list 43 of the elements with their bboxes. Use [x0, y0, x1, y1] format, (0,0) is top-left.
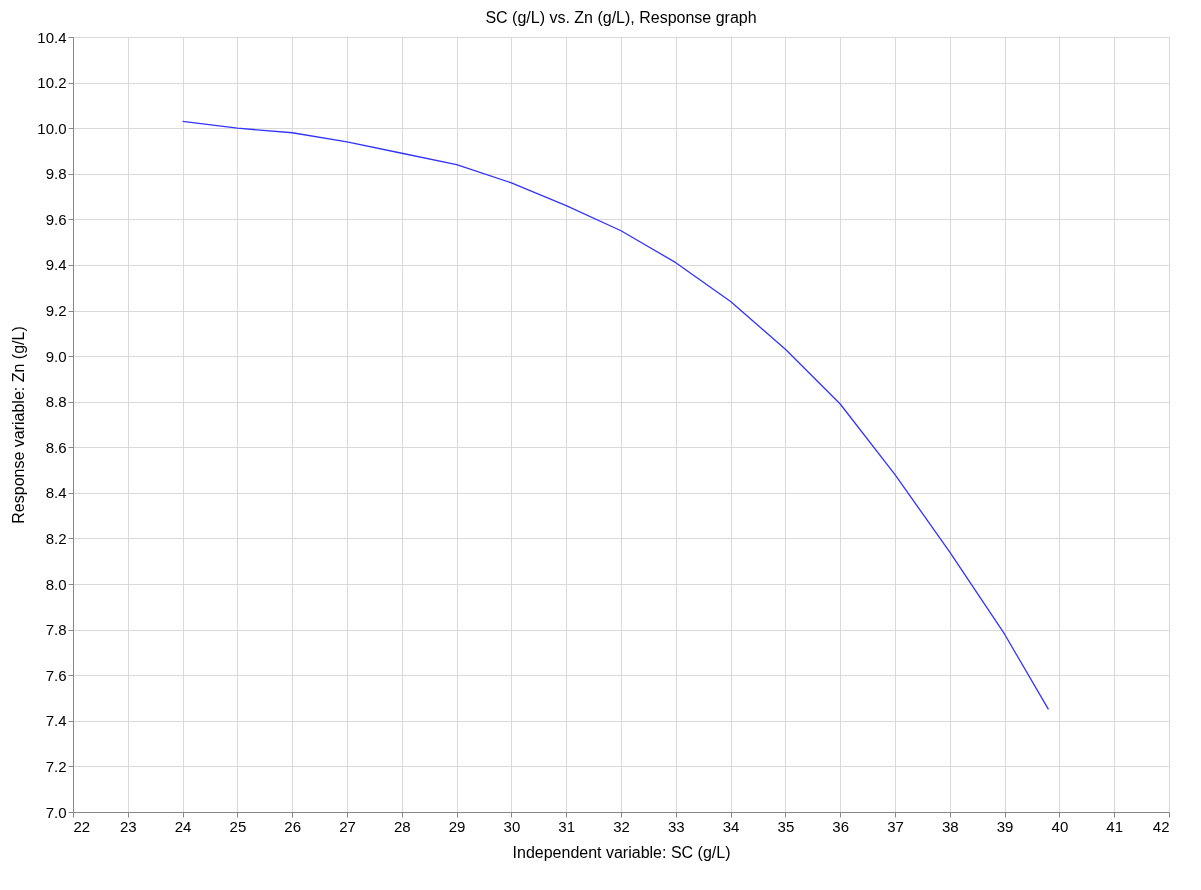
x-tick-label: 38 [941, 817, 959, 835]
y-tick-label: 10.0 [37, 119, 67, 137]
y-tick-label: 8.6 [45, 438, 67, 456]
x-tick-label: 39 [996, 817, 1014, 835]
x-tick-label: 29 [448, 817, 466, 835]
y-tick-label: 8.0 [45, 575, 67, 593]
x-tick-label: 35 [777, 817, 795, 835]
chart-title: SC (g/L) vs. Zn (g/L), Response graph [485, 9, 757, 26]
y-tick-label: 8.8 [45, 393, 67, 411]
y-tick-label: 9.4 [45, 256, 67, 274]
x-tick-label: 41 [1106, 817, 1124, 835]
x-tick-label: 23 [119, 817, 137, 835]
y-tick-label: 9.6 [45, 210, 67, 228]
y-tick-label: 10.2 [37, 74, 67, 92]
y-tick-label: 8.4 [45, 484, 67, 502]
x-tick-label: 24 [174, 817, 192, 835]
x-tick-label: 30 [503, 817, 521, 835]
x-tick-label: 34 [722, 817, 740, 835]
x-tick-label: 22 [73, 817, 91, 835]
y-tick-label: 7.2 [45, 757, 67, 775]
x-tick-label: 28 [393, 817, 411, 835]
x-tick-label: 26 [284, 817, 302, 835]
x-tick-label: 36 [832, 817, 850, 835]
y-tick-label: 9.8 [45, 165, 67, 183]
y-tick-label: 7.6 [45, 666, 67, 684]
y-axis-title: Response variable: Zn (g/L) [10, 326, 28, 524]
x-tick-label: 37 [887, 817, 904, 835]
line-series [181, 120, 1050, 711]
y-tick-label: 7.0 [45, 803, 67, 821]
x-tick-label: 33 [667, 817, 685, 835]
y-tick-label: 10.4 [37, 28, 67, 46]
x-tick-label: 40 [1051, 817, 1069, 835]
y-tick-label: 9.2 [45, 302, 67, 320]
y-tick-label: 8.2 [45, 529, 67, 547]
y-tick-label: 7.8 [45, 621, 67, 639]
y-tick-label: 9.0 [45, 347, 67, 365]
x-tick-label: 32 [613, 817, 630, 835]
x-tick-label: 42 [1152, 817, 1170, 835]
x-tick-label: 25 [229, 817, 247, 835]
y-tick-label: 7.4 [45, 712, 67, 730]
x-axis-title: Independent variable: SC (g/L) [512, 843, 731, 861]
x-tick-label: 27 [339, 817, 356, 835]
x-tick-label: 31 [558, 817, 576, 835]
